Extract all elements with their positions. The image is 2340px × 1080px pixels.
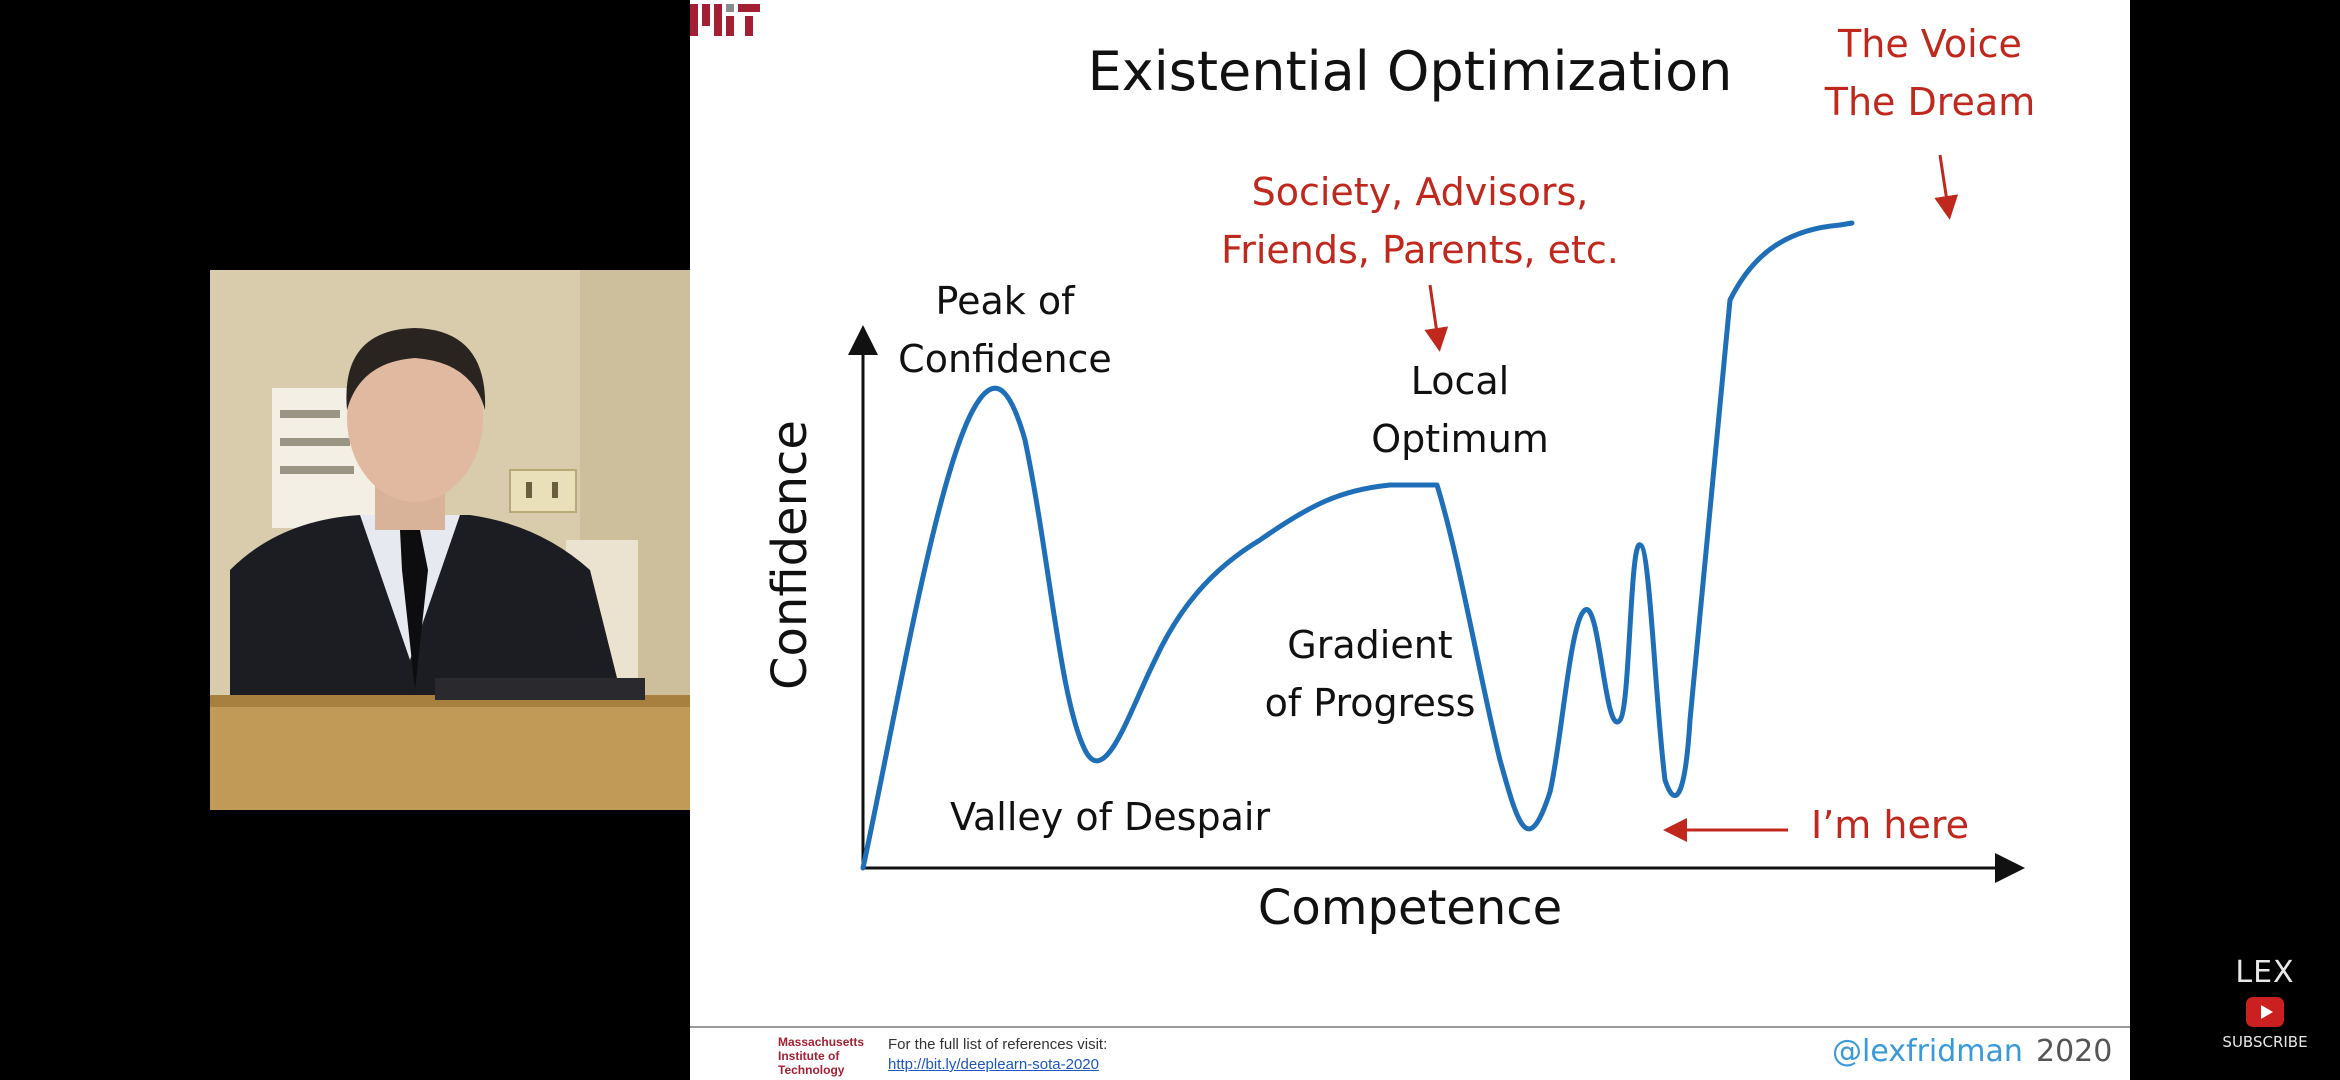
x-axis-label: Competence: [1257, 880, 1563, 936]
slide: Existential Optimization Peak of Confide…: [690, 0, 2130, 1080]
local-optimum-label: Local Optimum: [1371, 359, 1549, 461]
mit-logo: [690, 4, 760, 36]
subscribe-label: SUBSCRIBE: [2222, 1033, 2308, 1051]
subscribe-watermark[interactable]: LEX SUBSCRIBE: [2210, 955, 2320, 1055]
footer-divider: [690, 1026, 2130, 1028]
slide-year: 2020: [2036, 1034, 2113, 1069]
confidence-curve-diagram: [848, 154, 2025, 883]
voice-dream-label: The Voice The Dream: [1824, 22, 2036, 124]
valley-of-despair-label: Valley of Despair: [949, 795, 1271, 839]
gradient-of-progress-label: Gradient of Progress: [1264, 623, 1476, 725]
voice-arrow: [1934, 154, 1959, 220]
presenter-video: [210, 270, 690, 810]
confidence-curve: [860, 220, 1855, 871]
im-here-label: I’m here: [1810, 803, 1969, 847]
twitter-handle: @lexfridman: [1832, 1034, 2023, 1069]
society-arrow: [1424, 284, 1449, 352]
peak-of-confidence-label: Peak of Confidence: [898, 279, 1112, 381]
channel-brand: LEX: [2235, 955, 2295, 990]
slide-title: Existential Optimization: [1087, 40, 1733, 103]
mit-name: Massachusetts Institute of Technology: [778, 1035, 865, 1077]
youtube-play-icon: [2246, 997, 2284, 1027]
references-text: For the full list of references visit:: [888, 1036, 1108, 1053]
society-label: Society, Advisors, Friends, Parents, etc…: [1221, 170, 1619, 272]
references-link[interactable]: http://bit.ly/deeplearn-sota-2020: [888, 1056, 1099, 1073]
y-axis-label: Confidence: [762, 420, 818, 690]
